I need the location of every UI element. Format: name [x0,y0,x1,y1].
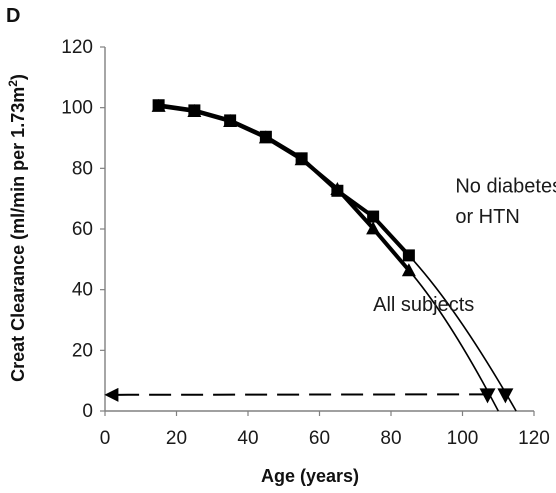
x-tick-label: 120 [518,428,550,449]
y-tick-label: 0 [82,401,93,422]
arrow-line [104,387,492,402]
y-tick-label: 60 [72,219,93,240]
y-axis-title: Creat Clearance (ml/min per 1.73m2) [6,74,28,382]
series-lines [158,103,517,412]
data-point-triangle [401,263,416,277]
data-point-triangle [366,221,381,235]
x-tick-label: 100 [447,428,479,449]
y-tick-label: 100 [61,98,93,119]
axes [104,47,534,412]
series-curve [158,104,517,412]
dashed-arrow [104,387,492,402]
y-axis-title-main: Creat Clearance (ml/min per 1.73m [8,87,28,382]
panel-label: D [6,5,20,27]
y-axis-title-sup: 2 [6,80,20,87]
y-tick-label: 120 [61,37,93,58]
y-tick-label: 20 [72,340,93,361]
series-markers [151,98,514,404]
y-tick-label: 40 [72,280,93,301]
data-point-triangle [258,130,273,144]
data-point-triangle [294,152,309,166]
y-ticks: 0 20 40 60 80 100 120 [61,37,105,422]
data-point-triangle [330,181,345,195]
zero-crossing-marker [479,388,496,404]
annotation-no-diabetes: No diabetes [455,176,556,198]
x-tick-label: 0 [100,428,111,449]
x-tick-label: 80 [380,428,401,449]
data-point-triangle [151,98,166,112]
annotation-all-subjects: All subjects [373,294,474,316]
y-tick-label: 80 [72,158,93,179]
annotation-or-htn: or HTN [455,206,519,228]
x-tick-label: 40 [237,428,258,449]
x-tick-label: 60 [309,428,330,449]
x-axis-title: Age (years) [261,466,359,486]
data-point-square [402,249,415,262]
x-ticks: 0 20 40 60 80 100 120 [100,411,550,449]
x-tick-label: 20 [166,428,187,449]
data-point-square [367,210,380,223]
data-point-triangle [187,104,202,118]
y-axis-title-close: ) [8,74,28,80]
series-curve [158,105,500,412]
data-point-triangle [223,114,238,128]
series-line-thick [158,103,411,272]
zero-crossing-marker [497,388,514,404]
